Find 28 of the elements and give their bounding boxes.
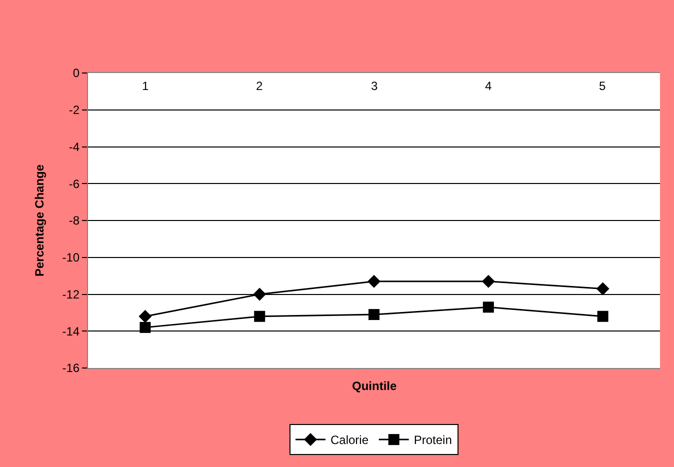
y-tick-label: -12 — [62, 287, 80, 302]
y-tick-label: -2 — [68, 103, 80, 118]
x-tick-label: 1 — [142, 79, 149, 93]
y-tick-label: -4 — [68, 140, 80, 154]
legend-label: Protein — [414, 433, 452, 448]
point — [368, 274, 380, 288]
y-tick-label: -6 — [68, 176, 80, 191]
point — [482, 302, 494, 313]
point — [253, 288, 266, 301]
y-tick-label: 0 — [72, 66, 80, 80]
point — [138, 310, 152, 323]
y-tick-label: -14 — [62, 324, 80, 338]
x-tick-label: 3 — [371, 79, 378, 93]
x-tick-label: 2 — [256, 79, 263, 93]
x-tick-label: 5 — [599, 79, 606, 93]
y-tick-label: -10 — [62, 250, 80, 265]
point — [597, 310, 608, 322]
y-tick-label: -16 — [62, 361, 80, 376]
point — [596, 282, 610, 296]
point — [254, 310, 266, 322]
point — [140, 322, 151, 333]
point — [368, 309, 380, 320]
point — [482, 274, 495, 288]
y-tick-label: -8 — [68, 214, 80, 228]
legend-label: Calorie — [330, 433, 369, 448]
y-axis-title: Percentage Change — [32, 164, 47, 277]
x-axis-title: Quintile — [352, 379, 397, 393]
x-tick-label: 4 — [485, 79, 492, 93]
